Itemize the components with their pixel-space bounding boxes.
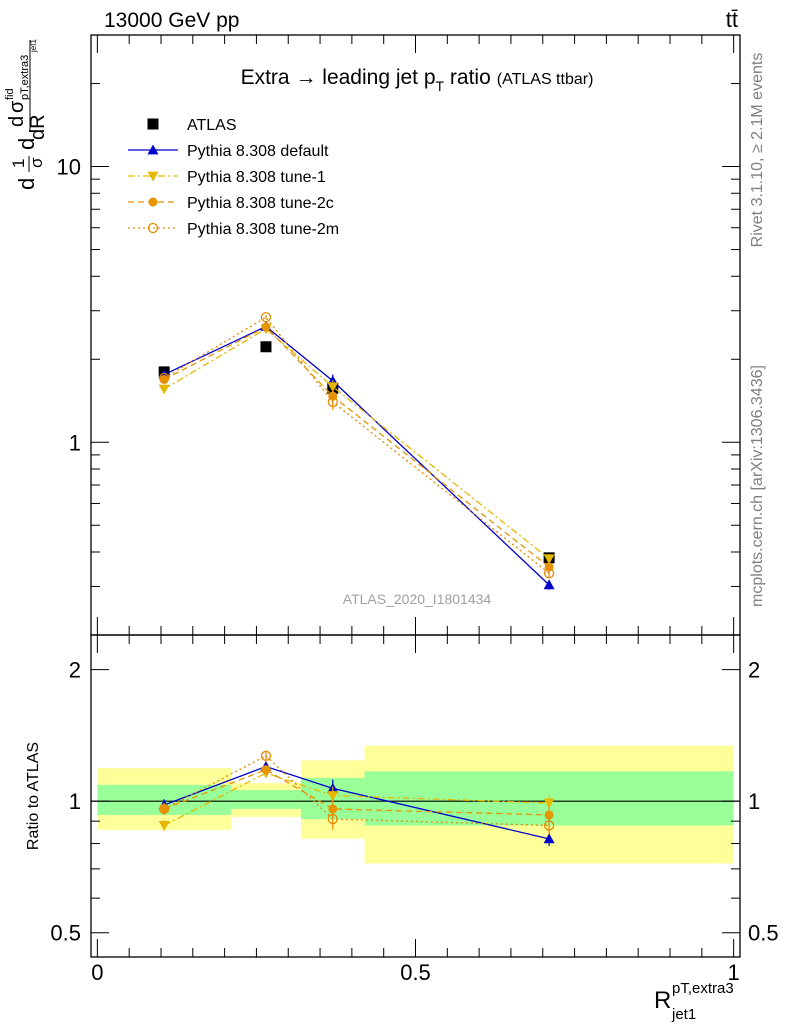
- ratio-point-tune2m: [260, 750, 272, 761]
- main-y-tick-labels: 1 10: [57, 155, 81, 456]
- process-label: tt̄: [726, 7, 738, 32]
- series-atlas: [158, 341, 555, 564]
- main-plot-panel: 1 10 Extra → leading jet pT ratio (ATLAS t…: [57, 34, 741, 636]
- rivet-version-label: Rivet 3.1.10, ≥ 2.1M events: [749, 53, 766, 248]
- main-plot-series: [158, 312, 555, 590]
- legend-item-tune1: Pythia 8.308 tune-1: [128, 169, 326, 186]
- ratio-point-tune2c: [544, 810, 554, 820]
- ratio-line-tune2m: [163, 755, 550, 827]
- legend-marker: [147, 222, 159, 234]
- y-label-sigma: σ: [6, 100, 28, 113]
- chart-title: Extra → leading jet pT ratio (ATLAS ttbar…: [241, 66, 594, 94]
- y-label-frac: d: [14, 178, 39, 190]
- y-label-dsigma-d: d: [6, 116, 28, 127]
- ratio-point-tune2c: [261, 765, 271, 775]
- analysis-watermark: ATLAS_2020_I1801434: [343, 591, 492, 607]
- data-point-tune1: [543, 554, 555, 565]
- legend-marker: [148, 197, 158, 207]
- data-point-tune1: [158, 384, 170, 395]
- ratio-uncertainty-bands: [91, 745, 740, 864]
- ratio-point-tune1: [158, 821, 170, 831]
- mcplots-label: mcplots.cern.ch [arXiv:1306.3436]: [749, 365, 766, 607]
- y-label-frac-den: σ: [27, 157, 46, 168]
- ratio-line-default: [163, 765, 550, 840]
- series-tune2c: [159, 322, 554, 572]
- legend: ATLAS Pythia 8.308 default Pythia 8.308 tu…: [128, 117, 339, 238]
- ratio-plot-panel: 0.5 0.51 12 2 0 0.5 1: [50, 634, 779, 985]
- ratio-point-tune1: [543, 798, 555, 809]
- x-axis-label: R: [654, 987, 671, 1014]
- data-point-default: [543, 579, 555, 590]
- data-point-atlas: [260, 341, 272, 353]
- legend-marker: [147, 118, 159, 130]
- ratio-plot-ticks: [91, 635, 740, 957]
- ratio-y-tick-label: 2: [69, 658, 81, 683]
- legend-marker: [147, 171, 159, 182]
- ratio-line-tune2c: [163, 769, 550, 816]
- data-point-tune1: [327, 382, 339, 393]
- legend-label: Pythia 8.308 tune-2c: [187, 195, 334, 212]
- y-label-dr: dR: [27, 114, 49, 140]
- ratio-y-tick-labels: 0.5 0.5 1 1 2 2: [50, 658, 778, 946]
- series-line-tune1: [163, 327, 550, 560]
- x-axis-label-sup: pT,extra3: [672, 980, 734, 997]
- ratio-y-tick-label: 1: [69, 789, 81, 814]
- data-point-tune2m: [159, 372, 170, 384]
- data-point-tune2m: [543, 568, 555, 579]
- ratio-series-tune2m: [159, 750, 555, 835]
- ratio-point-default: [543, 833, 555, 844]
- series-line-tune2m: [163, 316, 550, 574]
- legend-item-atlas: ATLAS: [147, 117, 237, 134]
- data-point-tune2m: [327, 396, 338, 408]
- ratio-plot-frame: [90, 634, 741, 958]
- y-label-sup: fid: [4, 88, 16, 100]
- ratio-point-tune2m: [159, 803, 170, 815]
- legend-item-default: Pythia 8.308 default: [128, 143, 329, 160]
- y-label-d: d: [14, 138, 39, 150]
- ratio-y-tick-label: 0.5: [50, 921, 81, 946]
- legend-label: Pythia 8.308 tune-1: [187, 169, 326, 186]
- y-label-frac-num: 1: [9, 159, 28, 168]
- main-y-axis-label: d 1 σ d d σ fid pT,extra3 jet1 dR: [4, 39, 49, 190]
- ratio-y-axis-label: Ratio to ATLAS: [25, 742, 42, 850]
- y-tick-label: 1: [69, 430, 81, 455]
- x-axis-label-sub: jet1: [671, 1006, 696, 1023]
- series-tune1: [158, 324, 555, 565]
- data-point-tune2c: [261, 322, 271, 332]
- x-tick-label: 0: [91, 960, 103, 985]
- data-point-tune2m: [260, 312, 272, 323]
- ratio-y-tick-label-right: 0.5: [748, 921, 779, 946]
- legend-item-tune2m: Pythia 8.308 tune-2m: [128, 221, 339, 238]
- legend-label: Pythia 8.308 default: [187, 143, 329, 160]
- ratio-plot-series: [158, 750, 555, 846]
- legend-item-tune2c: Pythia 8.308 tune-2c: [128, 195, 334, 212]
- ratio-point-tune1: [327, 791, 339, 802]
- y-label-subsub: jet1: [29, 39, 38, 53]
- legend-label: Pythia 8.308 tune-2m: [187, 221, 339, 238]
- ratio-y-tick-label-right: 2: [748, 658, 760, 683]
- x-tick-label: 1: [728, 960, 740, 985]
- x-tick-labels: 0 0.5 1: [91, 960, 740, 985]
- series-tune2m: [159, 312, 555, 579]
- x-tick-label: 0.5: [400, 960, 431, 985]
- ratio-point-tune2m: [543, 820, 555, 831]
- y-label-sub: pT,extra3: [19, 55, 31, 100]
- ratio-point-tune2m: [327, 813, 338, 825]
- legend-marker: [147, 144, 159, 155]
- inner-band: [230, 790, 301, 809]
- legend-label: ATLAS: [187, 117, 237, 134]
- series-line-default: [163, 325, 550, 586]
- energy-label: 13000 GeV pp: [104, 9, 239, 32]
- ratio-y-tick-label-right: 1: [748, 789, 760, 814]
- series-default: [158, 320, 555, 590]
- series-line-tune2c: [163, 326, 550, 568]
- y-tick-label: 10: [57, 155, 81, 180]
